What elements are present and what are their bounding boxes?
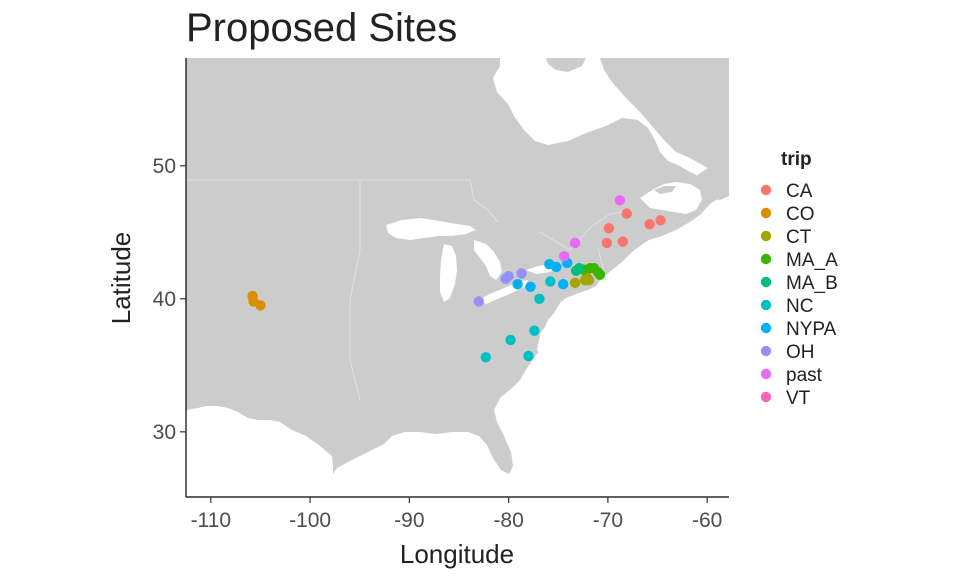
map-land [186,58,729,474]
site-point-nc [545,276,556,287]
x-tick-label: -80 [493,509,523,532]
site-point-ma-a [594,269,606,280]
y-axis-title: Latitude [106,232,136,325]
site-point-ca [603,223,615,234]
legend-label: VT [786,388,811,409]
site-point-nypa [551,261,562,273]
site-point-ca [655,215,666,226]
site-point-oh [503,271,514,282]
legend-label: MA_B [786,273,838,294]
site-point-oh [473,296,484,307]
site-point-ca [644,219,655,230]
site-point-nc [529,325,540,336]
y-tick-label: 30 [153,421,176,444]
x-axis-ticks: -110 -100 -90 -80 -70 -60 [191,497,722,532]
legend-label: MA_A [786,250,838,271]
legend-label: CT [786,227,812,248]
y-axis-ticks: 30 40 50 [153,155,186,444]
x-tick-label: -60 [692,509,722,532]
site-point-nypa [525,281,536,292]
y-tick-label: 40 [153,288,176,311]
site-point-nc [480,352,491,363]
x-tick-label: -70 [593,509,623,532]
legend-key-ma-a [760,253,772,265]
land-newfoundland [696,166,729,200]
x-tick-label: -110 [191,509,231,532]
site-point-ma-b [570,265,582,276]
site-point-ca [621,208,632,219]
site-point-nc [523,350,534,362]
site-point-nypa [512,279,523,290]
land-labrador [600,58,729,176]
site-point-past [614,195,625,206]
legend-label: past [786,365,823,386]
site-point-nc [505,334,516,346]
land-anticosti [654,186,676,194]
land-island-north [546,58,586,72]
site-point-ca [601,237,613,249]
chesapeake-bay [537,330,546,356]
legend-key-ca [760,184,772,196]
legend-key-nc [760,299,772,311]
site-point-oh [516,268,527,279]
x-tick-label: -100 [289,509,331,532]
site-point-nypa [558,279,569,290]
site-point-ca [617,236,628,247]
legend-key-ct [760,230,772,242]
james-bay [494,58,542,132]
lake-michigan [440,244,457,302]
legend-key-oh [760,345,772,357]
legend-label: NC [786,296,813,317]
site-point-nc [534,293,545,304]
legend-label: OH [786,342,815,363]
lake-huron [474,240,502,280]
lake-superior [386,218,476,240]
site-point-past [559,251,570,262]
legend-label: CO [786,204,815,225]
site-points [247,195,666,363]
legend-key-ma-b [760,276,772,288]
site-point-past [569,237,581,249]
x-axis-title: Longitude [400,539,514,569]
site-point-co [255,300,266,311]
chart-title: Proposed Sites [186,6,457,50]
borders [186,179,633,401]
site-point-ct [569,277,581,288]
land-mass [186,58,729,474]
x-tick-label: -90 [394,509,424,532]
legend-title: trip [781,149,812,170]
legend-key-co [760,207,772,219]
legend-label: NYPA [786,319,837,340]
legend-key-past [760,368,772,380]
y-tick-label: 50 [153,155,176,178]
site-point-ct [579,275,591,286]
legend-key-nypa [760,322,772,334]
legend-label: CA [786,181,813,202]
legend-key-vt [760,391,772,403]
